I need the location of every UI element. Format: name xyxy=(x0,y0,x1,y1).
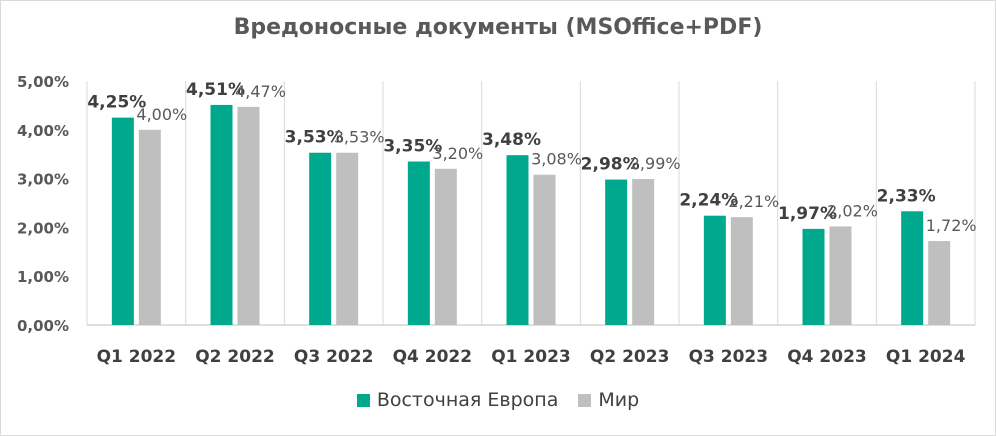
data-label-eastern-europe: 3,48% xyxy=(482,130,541,150)
y-tick-label: 1,00% xyxy=(17,268,69,286)
bar-eastern-europe xyxy=(111,117,134,325)
data-label-world: 2,99% xyxy=(630,154,681,173)
data-label-eastern-europe: 4,51% xyxy=(186,80,245,100)
data-label-eastern-europe: 3,53% xyxy=(285,128,344,148)
bar-eastern-europe xyxy=(210,104,233,325)
bar-eastern-europe xyxy=(506,155,529,325)
bar-eastern-europe xyxy=(802,228,825,325)
legend-label-eastern-europe: Восточная Европа xyxy=(376,389,559,411)
bar-eastern-europe xyxy=(309,152,332,325)
bar-world xyxy=(730,217,753,325)
x-tick-label: Q3 2023 xyxy=(689,347,769,367)
legend-label-world: Мир xyxy=(598,389,640,411)
x-tick-label: Q4 2023 xyxy=(787,347,867,367)
bar-world xyxy=(533,174,556,325)
x-tick-label: Q1 2023 xyxy=(491,347,571,367)
data-label-world: 4,47% xyxy=(235,82,286,101)
y-tick-label: 5,00% xyxy=(17,73,69,91)
bar-world xyxy=(434,168,457,325)
x-tick-label: Q1 2022 xyxy=(97,347,177,367)
data-label-world: 1,72% xyxy=(926,216,977,235)
x-tick-label: Q2 2022 xyxy=(195,347,275,367)
bar-world xyxy=(829,226,852,325)
data-label-world: 4,00% xyxy=(136,105,187,124)
y-tick-label: 4,00% xyxy=(17,122,69,140)
data-label-world: 3,53% xyxy=(334,128,385,147)
bar-eastern-europe xyxy=(407,161,430,325)
bar-world xyxy=(138,129,161,325)
chart-title: Вредоносные документы (MSOffice+PDF) xyxy=(233,15,763,40)
x-tick-label: Q2 2023 xyxy=(590,347,670,367)
bar-world xyxy=(237,106,260,325)
legend-item-world: Мир xyxy=(578,389,639,411)
bar-eastern-europe xyxy=(901,211,924,325)
bar-eastern-europe xyxy=(605,179,628,325)
bar-world xyxy=(928,241,951,325)
bar-eastern-europe xyxy=(703,215,726,325)
x-tick-label: Q3 2022 xyxy=(294,347,374,367)
data-label-eastern-europe: 2,24% xyxy=(679,191,738,211)
data-label-eastern-europe: 1,97% xyxy=(778,204,837,224)
y-tick-label: 3,00% xyxy=(17,171,69,189)
chart-legend: Восточная Европа Мир xyxy=(1,389,995,411)
data-label-eastern-europe: 2,98% xyxy=(581,155,640,175)
data-label-world: 3,20% xyxy=(432,144,483,163)
x-tick-label: Q1 2024 xyxy=(886,347,966,367)
legend-item-eastern-europe: Восточная Европа xyxy=(356,389,559,411)
data-label-eastern-europe: 2,33% xyxy=(877,186,936,206)
legend-swatch-world xyxy=(578,393,592,407)
data-label-world: 3,08% xyxy=(531,150,582,169)
data-label-world: 2,21% xyxy=(728,192,779,211)
data-label-world: 2,02% xyxy=(827,201,878,220)
bar-world xyxy=(632,179,655,325)
data-label-eastern-europe: 3,35% xyxy=(383,137,442,157)
legend-swatch-eastern-europe xyxy=(356,393,370,407)
data-label-eastern-europe: 4,25% xyxy=(87,93,146,113)
bar-world xyxy=(336,152,359,325)
y-tick-label: 0,00% xyxy=(17,317,69,335)
x-tick-label: Q4 2022 xyxy=(393,347,473,367)
y-tick-label: 2,00% xyxy=(17,219,69,237)
